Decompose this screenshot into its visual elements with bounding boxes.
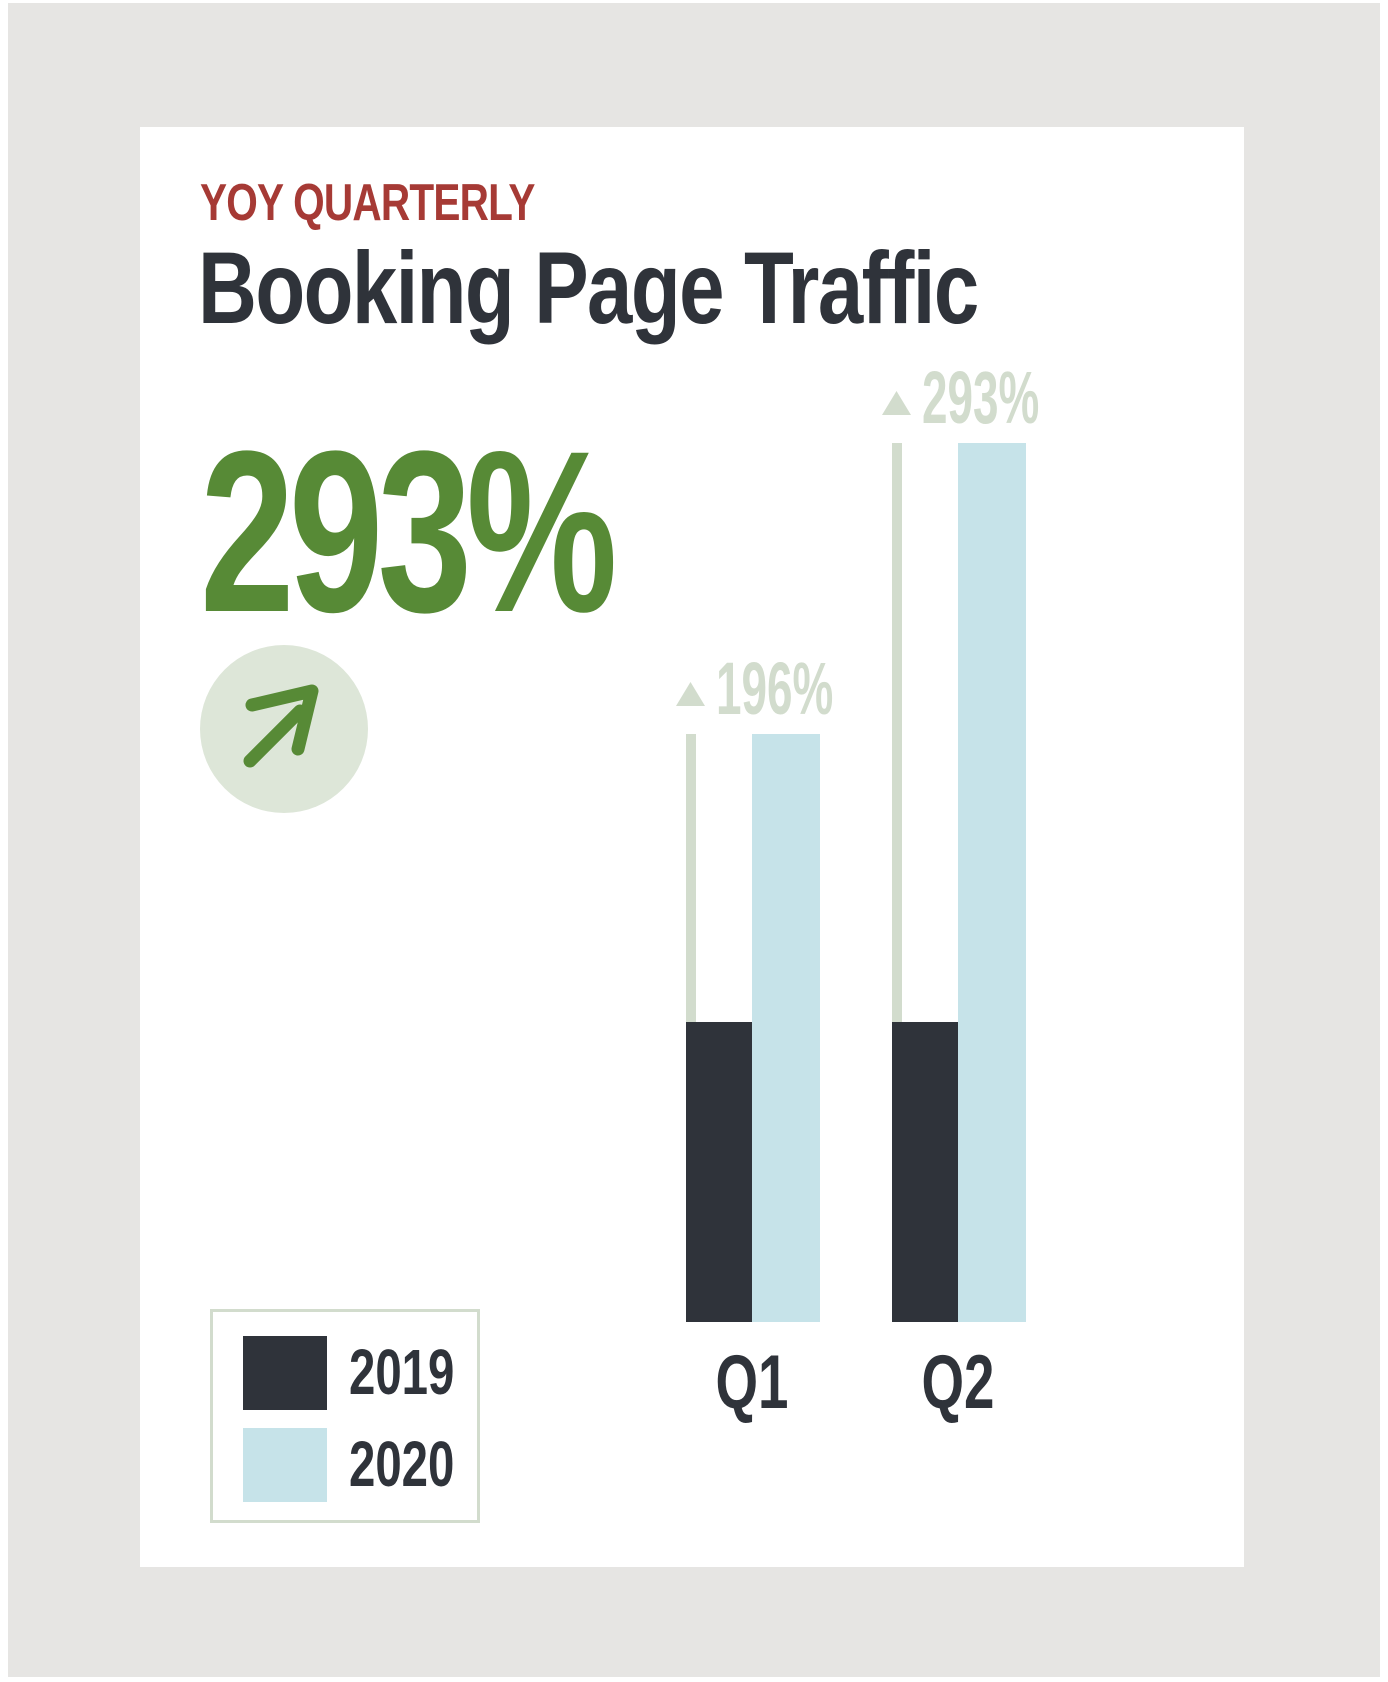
- legend-swatch-2019: [243, 1336, 327, 1410]
- legend: 2019 2020: [210, 1309, 480, 1523]
- growth-label-q2: 293%: [922, 357, 1039, 440]
- growth-line-q1: [686, 734, 696, 1022]
- growth-line-q2: [892, 443, 902, 1022]
- growth-label-q1: 196%: [716, 648, 833, 731]
- page-title: Booking Page Traffic: [198, 231, 979, 345]
- category-label-q2: Q2: [921, 1340, 994, 1425]
- legend-label-2019: 2019: [349, 1336, 455, 1408]
- triangle-up-icon: [882, 391, 911, 415]
- bar-2019-q1: [686, 1022, 752, 1322]
- legend-swatch-2020: [243, 1428, 327, 1502]
- bar-chart: 196% Q1 293% Q2: [676, 357, 1039, 1425]
- trend-badge: [200, 645, 368, 813]
- infographic-card: YOY QUARTERLY Booking Page Traffic 293% …: [140, 127, 1244, 1567]
- bar-2019-q2: [892, 1022, 958, 1322]
- outer-frame: YOY QUARTERLY Booking Page Traffic 293% …: [8, 3, 1380, 1677]
- bar-2020-q2: [958, 443, 1026, 1322]
- bar-2020-q1: [752, 734, 820, 1322]
- headline-stat: 293%: [200, 403, 618, 660]
- triangle-up-icon: [676, 682, 705, 706]
- legend-label-2020: 2020: [349, 1428, 455, 1500]
- category-label-q1: Q1: [715, 1340, 788, 1425]
- arrow-up-right-icon: [243, 684, 319, 768]
- eyebrow-label: YOY QUARTERLY: [200, 174, 535, 232]
